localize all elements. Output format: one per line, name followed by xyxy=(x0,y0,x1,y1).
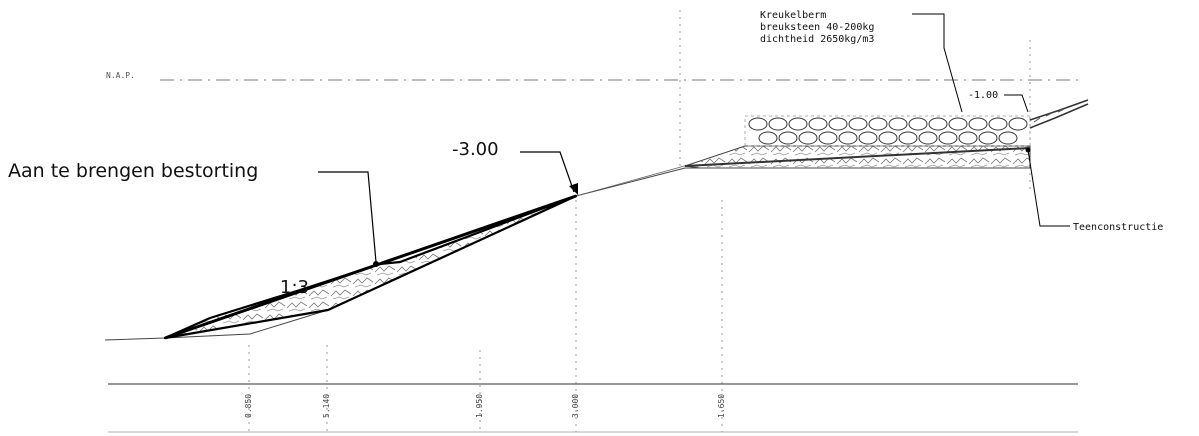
bestorting-marker-dot xyxy=(373,261,379,267)
dimension-label: 1.950 xyxy=(475,394,484,418)
kreukelberm-leader xyxy=(912,13,963,113)
kreukelberm-material: breuksteen 40-200kg xyxy=(760,22,874,33)
kreukelberm xyxy=(684,115,1031,169)
nap-label: N.A.P. xyxy=(106,71,135,80)
kreukelberm-title: Kreukelberm xyxy=(760,10,826,21)
level-minus3-arrow xyxy=(569,183,578,195)
dimension-label: 5.140 xyxy=(322,394,331,418)
teenconstructie-leader xyxy=(1027,149,1070,227)
bestorting-leader xyxy=(318,171,377,263)
bestorting-top-edge xyxy=(164,194,577,340)
kreukelberm-density: dichtheid 2650kg/m3 xyxy=(760,34,874,45)
dimension-labels: 0.850 5.140 1.950 3.000 1.650 xyxy=(244,394,726,418)
dimension-label: 1.650 xyxy=(717,394,726,418)
level-minus3-leader xyxy=(520,151,575,193)
level-minus3-label: -3.00 xyxy=(452,139,499,160)
bestorting-label: Aan te brengen bestorting xyxy=(8,160,258,182)
level-minus1-leader xyxy=(1004,94,1029,113)
teenconstructie-label: Teenconstructie xyxy=(1073,222,1163,233)
dimension-label: 3.000 xyxy=(571,394,580,418)
level-minus1-label: -1.00 xyxy=(968,90,998,101)
vertical-reference-lines xyxy=(248,10,1031,432)
dimension-label: 0.850 xyxy=(244,394,253,418)
dike-toe xyxy=(1029,99,1089,129)
slope-extension-line xyxy=(575,164,689,197)
slope-ratio-label: 1:3 xyxy=(280,277,309,298)
